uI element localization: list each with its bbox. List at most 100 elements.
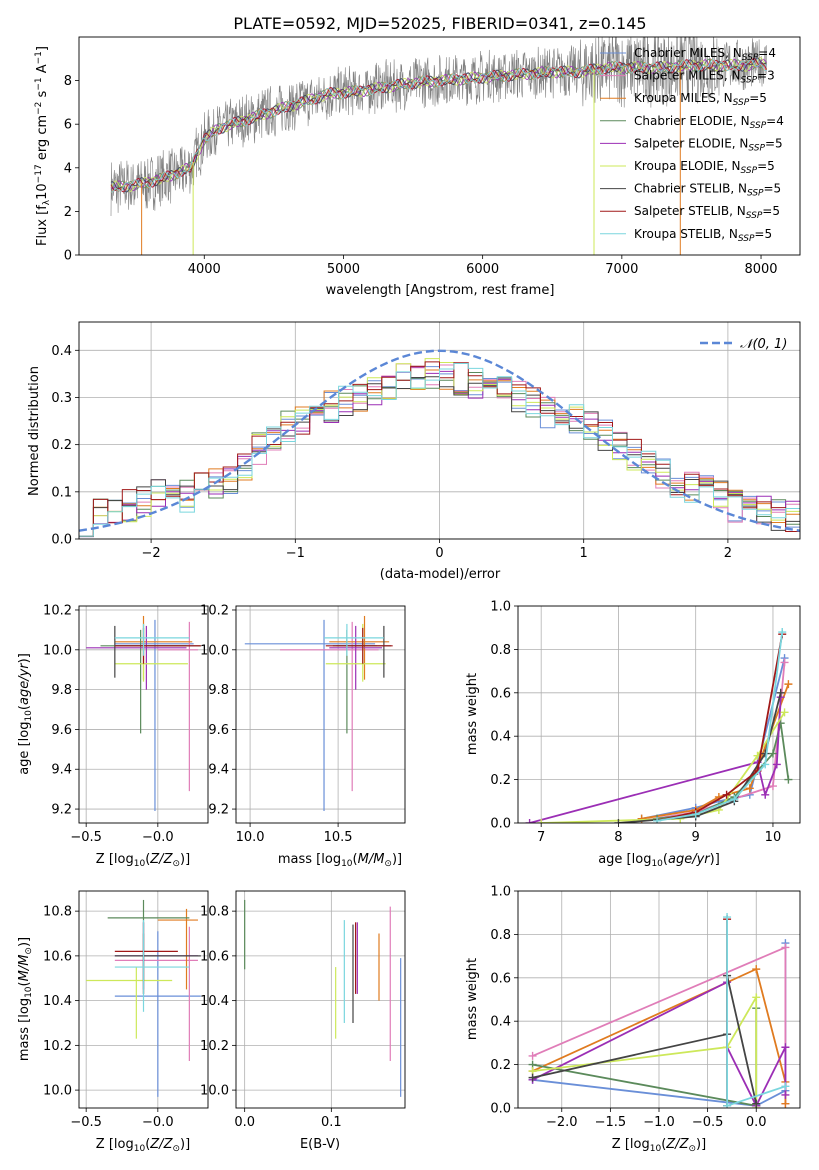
y-tick-label: 10.0 bbox=[200, 643, 229, 658]
legend-sub: SSP bbox=[742, 53, 759, 63]
y-tick-label: 9.6 bbox=[51, 723, 72, 738]
legend-tail: =5 bbox=[754, 227, 772, 241]
y-tick-label: 9.6 bbox=[208, 723, 229, 738]
y-tick-label: 10.0 bbox=[43, 1084, 72, 1099]
y-tick-label: 6 bbox=[64, 118, 72, 133]
figure-title: PLATE=0592, MJD=52025, FIBERID=0341, z=0… bbox=[233, 14, 646, 33]
label-part: M/M bbox=[17, 955, 32, 982]
label-part: s bbox=[35, 90, 50, 101]
x-tick-label: 8 bbox=[614, 830, 622, 845]
label-part: 10 bbox=[24, 986, 34, 998]
y-tick-label: 10.6 bbox=[43, 949, 72, 964]
y-tick-label: 9.4 bbox=[208, 763, 229, 778]
x-axis-label: (data-model)/error bbox=[380, 567, 501, 582]
label-part: Z/Z bbox=[665, 1137, 689, 1152]
y-tick-label: 10.8 bbox=[43, 905, 72, 920]
y-tick-label: 0 bbox=[64, 249, 72, 264]
legend-tail: =4 bbox=[758, 46, 776, 60]
y-tick-label: 10.0 bbox=[43, 643, 72, 658]
x-axis-label: mass [log10(M/M⊙)] bbox=[278, 852, 402, 869]
label-part: mass [ bbox=[278, 852, 321, 867]
legend-sub: SSP bbox=[747, 189, 764, 199]
legend-tail: =5 bbox=[762, 204, 780, 218]
label-part: )] bbox=[696, 1137, 706, 1152]
label-part: age/yr bbox=[17, 662, 32, 705]
x-tick-label: 5000 bbox=[327, 262, 360, 277]
x-tick-label: −0.5 bbox=[70, 1115, 102, 1130]
label-part: −2 bbox=[34, 102, 44, 115]
x-tick-label: 8000 bbox=[744, 262, 777, 277]
y-tick-label: 10.2 bbox=[43, 1039, 72, 1054]
label-part: −1 bbox=[34, 77, 44, 90]
legend-text: Chabrier ELODIE, N bbox=[634, 114, 750, 128]
x-tick-label: −0.0 bbox=[142, 1115, 174, 1130]
legend-sub: SSP bbox=[748, 143, 765, 153]
x-tick-label: −0.5 bbox=[70, 830, 102, 845]
label-part: erg cm bbox=[35, 115, 50, 164]
y-tick-label: 10.0 bbox=[200, 1084, 229, 1099]
legend-text: Kroupa STELIB, N bbox=[634, 227, 738, 241]
x-tick-label: −2 bbox=[142, 546, 161, 561]
label-part: ] bbox=[35, 46, 50, 51]
legend-sub: SSP bbox=[733, 98, 750, 108]
x-tick-label: 10.0 bbox=[236, 830, 265, 845]
x-tick-label: 2 bbox=[724, 546, 732, 561]
label-part: Z [ bbox=[96, 852, 114, 867]
label-part: mass [ bbox=[17, 1018, 32, 1061]
y-tick-label: 0.6 bbox=[490, 971, 511, 986]
label-part: A bbox=[35, 64, 50, 77]
x-tick-label: 6000 bbox=[466, 262, 499, 277]
label-part: Z/Z bbox=[149, 1137, 173, 1152]
y-tick-label: 0.2 bbox=[490, 1058, 511, 1073]
label-part: log bbox=[17, 998, 32, 1018]
y-axis-label: Normed distribution bbox=[27, 366, 42, 496]
x-tick-label: −1 bbox=[286, 546, 305, 561]
y-tick-label: 8 bbox=[64, 74, 72, 89]
y-tick-label: 4 bbox=[64, 161, 72, 176]
y-axis-label: mass weight bbox=[465, 673, 480, 755]
label-part: log bbox=[114, 1137, 134, 1152]
y-axis-label: mass weight bbox=[465, 958, 480, 1040]
y-tick-label: 1.0 bbox=[490, 600, 511, 615]
x-tick-label: 0.1 bbox=[321, 1115, 342, 1130]
label-part: log bbox=[17, 722, 32, 742]
y-tick-label: 0.8 bbox=[490, 643, 511, 658]
y-tick-label: 10.2 bbox=[200, 603, 229, 618]
label-part: )] bbox=[392, 852, 402, 867]
y-tick-label: 0.3 bbox=[51, 391, 72, 406]
x-tick-label: −0.5 bbox=[692, 1115, 724, 1130]
y-tick-label: 0.2 bbox=[51, 438, 72, 453]
label-part: (data-model)/error bbox=[380, 567, 501, 582]
y-tick-label: 0.6 bbox=[490, 686, 511, 701]
label-part: )] bbox=[180, 852, 190, 867]
y-tick-label: 0.8 bbox=[490, 928, 511, 943]
y-tick-label: 0.4 bbox=[490, 730, 511, 745]
x-tick-label: −1.0 bbox=[643, 1115, 675, 1130]
x-tick-label: −0.0 bbox=[142, 830, 174, 845]
label-part: ⊙ bbox=[172, 1144, 180, 1154]
y-tick-label: 10.4 bbox=[43, 994, 72, 1009]
x-tick-label: 10.5 bbox=[324, 830, 353, 845]
y-tick-label: 0.1 bbox=[51, 485, 72, 500]
legend-tail: =4 bbox=[766, 114, 784, 128]
label-part: wavelength [Angstrom, rest frame] bbox=[326, 283, 555, 298]
x-tick-label: 0 bbox=[435, 546, 443, 561]
label-part: Flux [f bbox=[35, 205, 50, 246]
y-tick-label: 2 bbox=[64, 205, 72, 220]
y-tick-label: 10.8 bbox=[200, 905, 229, 920]
label-part: E(B-V) bbox=[300, 1137, 340, 1152]
y-tick-label: 0.0 bbox=[490, 817, 511, 832]
y-tick-label: 10.2 bbox=[200, 1039, 229, 1054]
label-part: 10 bbox=[24, 710, 34, 722]
label-part: ⊙ bbox=[24, 947, 34, 955]
x-tick-label: 0.0 bbox=[746, 1115, 767, 1130]
legend-text: Chabrier STELIB, N bbox=[634, 182, 747, 196]
legend-text: Salpeter ELODIE, N bbox=[634, 136, 748, 150]
label-part: age [ bbox=[17, 741, 32, 774]
y-tick-label: 10.4 bbox=[200, 994, 229, 1009]
y-axis-label: Flux [fλ10−17 erg cm−2 s−1 A−1] bbox=[34, 46, 52, 246]
label-part: Z/Z bbox=[149, 852, 173, 867]
label-part: Z [ bbox=[96, 1137, 114, 1152]
label-part: mass weight bbox=[465, 673, 480, 755]
